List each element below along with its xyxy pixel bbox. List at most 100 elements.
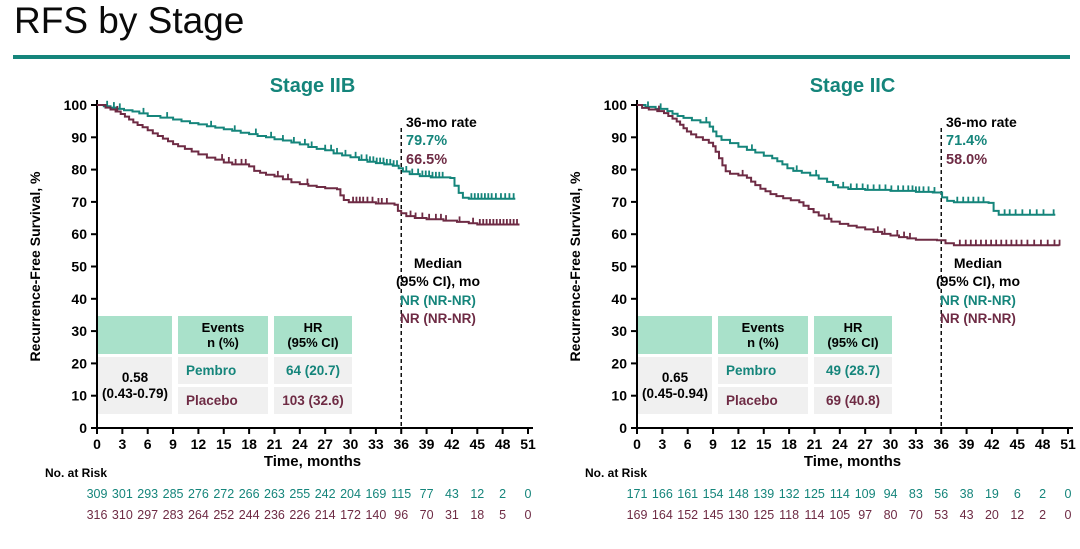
x-tick-label: 36 <box>393 436 409 452</box>
annotation-36mo-label: 36-mo rate <box>406 114 477 130</box>
risk-value-pembro: 266 <box>239 487 260 501</box>
y-tick-label: 90 <box>611 129 627 145</box>
table-header-events: Events n (%) <box>718 316 808 354</box>
rate-pembro: 79.7% <box>406 133 448 149</box>
y-tick-label: 90 <box>71 129 87 145</box>
risk-value-placebo: 152 <box>677 508 698 522</box>
x-tick-label: 6 <box>144 436 152 452</box>
risk-value-placebo: 70 <box>420 508 434 522</box>
risk-value-pembro: 94 <box>884 487 898 501</box>
y-tick-label: 30 <box>611 323 627 339</box>
annotation-36mo: 36-mo rate 71.4% 58.0% <box>946 113 1017 170</box>
page-title: RFS by Stage <box>14 0 245 41</box>
risk-value-placebo: 96 <box>394 508 408 522</box>
y-tick-label: 20 <box>611 355 627 371</box>
risk-value-pembro: 38 <box>960 487 974 501</box>
risk-value-placebo: 53 <box>934 508 948 522</box>
risk-value-pembro: 0 <box>525 487 532 501</box>
risk-value-placebo: 31 <box>445 508 459 522</box>
x-tick-label: 15 <box>756 436 772 452</box>
table-events-pembro: 49 (28.7) <box>814 357 892 384</box>
x-tick-label: 42 <box>444 436 460 452</box>
risk-value-placebo: 105 <box>829 508 850 522</box>
x-tick-label: 33 <box>908 436 924 452</box>
risk-value-pembro: 204 <box>340 487 361 501</box>
x-tick-label: 30 <box>343 436 359 452</box>
risk-value-placebo: 214 <box>315 508 336 522</box>
y-tick-label: 40 <box>611 291 627 307</box>
risk-value-pembro: 132 <box>779 487 800 501</box>
risk-value-placebo: 0 <box>1065 508 1072 522</box>
risk-value-pembro: 171 <box>627 487 648 501</box>
x-tick-label: 51 <box>1060 436 1076 452</box>
y-tick-label: 40 <box>71 291 87 307</box>
risk-value-pembro: 272 <box>213 487 234 501</box>
median-placebo: NR (NR-NR) <box>940 311 1016 326</box>
risk-value-pembro: 285 <box>163 487 184 501</box>
risk-value-pembro: 242 <box>315 487 336 501</box>
x-axis-title: Time, months <box>264 453 361 470</box>
risk-value-pembro: 293 <box>137 487 158 501</box>
risk-value-placebo: 244 <box>239 508 260 522</box>
risk-value-placebo: 114 <box>805 508 825 522</box>
table-header-hr: HR (95% CI) <box>814 316 892 354</box>
y-tick-label: 100 <box>604 97 628 113</box>
y-tick-label: 100 <box>64 97 88 113</box>
x-tick-label: 21 <box>267 436 283 452</box>
y-tick-label: 0 <box>619 420 627 436</box>
risk-value-placebo: 283 <box>163 508 184 522</box>
table-header-blank <box>98 316 172 354</box>
y-tick-label: 70 <box>71 194 87 210</box>
x-tick-label: 6 <box>684 436 692 452</box>
risk-value-pembro: 19 <box>985 487 999 501</box>
table-events-placebo: 103 (32.6) <box>274 387 352 414</box>
table-arm-placebo: Placebo <box>718 387 808 414</box>
y-axis-title: Recurrence-Free Survival, % <box>27 171 43 361</box>
table-hr-value: 0.65 (0.45-0.94) <box>638 357 712 414</box>
risk-value-placebo: 316 <box>87 508 108 522</box>
y-tick-label: 60 <box>611 226 627 242</box>
survival-curve-pembro <box>97 104 516 200</box>
rate-placebo: 66.5% <box>406 152 448 168</box>
risk-table-label: No. at Risk <box>45 466 107 480</box>
median-pembro: NR (NR-NR) <box>940 293 1016 308</box>
risk-value-placebo: 43 <box>960 508 974 522</box>
survival-curve-pembro <box>637 104 1056 216</box>
median-title-line2: (95% CI), mo <box>935 273 1020 289</box>
panel-title: Stage IIC <box>809 75 896 97</box>
x-tick-label: 36 <box>933 436 949 452</box>
risk-value-placebo: 125 <box>753 508 774 522</box>
risk-value-pembro: 255 <box>289 487 310 501</box>
x-tick-label: 27 <box>317 436 333 452</box>
risk-value-pembro: 115 <box>391 487 411 501</box>
risk-value-pembro: 166 <box>652 487 673 501</box>
median-title-line2: (95% CI), mo <box>395 273 480 289</box>
risk-value-placebo: 18 <box>470 508 484 522</box>
x-tick-label: 3 <box>658 436 666 452</box>
risk-value-placebo: 310 <box>112 508 133 522</box>
risk-value-placebo: 2 <box>1039 508 1046 522</box>
x-tick-label: 0 <box>93 436 101 452</box>
x-tick-label: 45 <box>1010 436 1026 452</box>
risk-value-placebo: 252 <box>213 508 234 522</box>
risk-value-placebo: 12 <box>1010 508 1024 522</box>
x-tick-label: 18 <box>241 436 257 452</box>
annotation-36mo: 36-mo rate 79.7% 66.5% <box>406 113 477 170</box>
risk-value-pembro: 169 <box>365 487 386 501</box>
risk-value-placebo: 70 <box>909 508 923 522</box>
table-header-blank <box>638 316 712 354</box>
risk-value-pembro: 6 <box>1014 487 1021 501</box>
median-placebo: NR (NR-NR) <box>400 311 476 326</box>
x-tick-label: 33 <box>368 436 384 452</box>
risk-value-placebo: 297 <box>137 508 158 522</box>
risk-value-placebo: 145 <box>703 508 724 522</box>
risk-value-pembro: 263 <box>264 487 285 501</box>
y-tick-label: 10 <box>71 388 87 404</box>
risk-value-placebo: 5 <box>499 508 506 522</box>
y-axis-title: Recurrence-Free Survival, % <box>567 171 583 361</box>
results-table: Events n (%) HR (95% CI) Pembro 49 (28.7… <box>638 316 892 414</box>
median-block: Median (95% CI), mo NR (NR-NR) NR (NR-NR… <box>880 254 1076 328</box>
x-tick-label: 39 <box>959 436 975 452</box>
